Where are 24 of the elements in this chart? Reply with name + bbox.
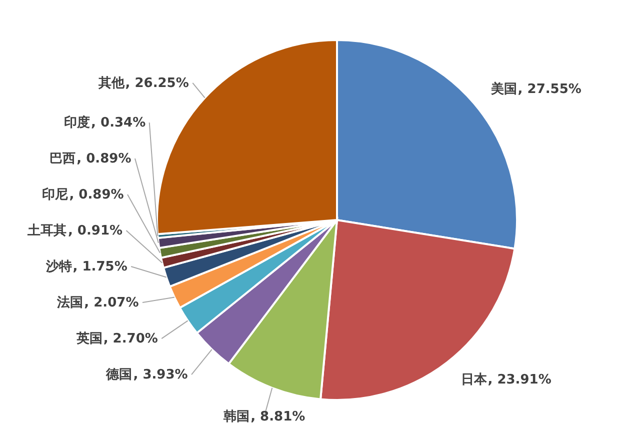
- data-label: , 23.91%: [488, 372, 552, 388]
- data-label: , 0.89%: [69, 188, 124, 203]
- slice-label: 沙特: [44, 260, 72, 275]
- data-label: , 2.70%: [103, 332, 158, 347]
- data-label: , 0.91%: [68, 224, 123, 239]
- data-label: , 1.75%: [72, 260, 128, 275]
- data-label: , 2.07%: [84, 296, 139, 311]
- slice-label: 法国: [56, 296, 84, 311]
- slice-label: 其他: [97, 76, 126, 91]
- data-label: , 3.93%: [133, 368, 188, 383]
- data-label: , 26.25%: [125, 76, 189, 91]
- data-label: , 0.89%: [76, 152, 132, 167]
- slice-label: 德国: [105, 368, 132, 383]
- data-label: , 27.55%: [518, 82, 582, 98]
- slice-label: 印尼: [42, 186, 68, 203]
- slice-label: 土耳其: [26, 224, 66, 239]
- slice-label: 印度: [64, 114, 90, 131]
- slice-label: 美国: [490, 81, 517, 98]
- data-label: , 0.34%: [91, 116, 146, 131]
- slice-label: 韩国: [222, 409, 250, 424]
- slice-label: 巴西: [50, 152, 76, 167]
- slice-label: 英国: [75, 332, 102, 347]
- slice-label: 日本: [460, 372, 488, 388]
- data-label: , 8.81%: [250, 409, 306, 424]
